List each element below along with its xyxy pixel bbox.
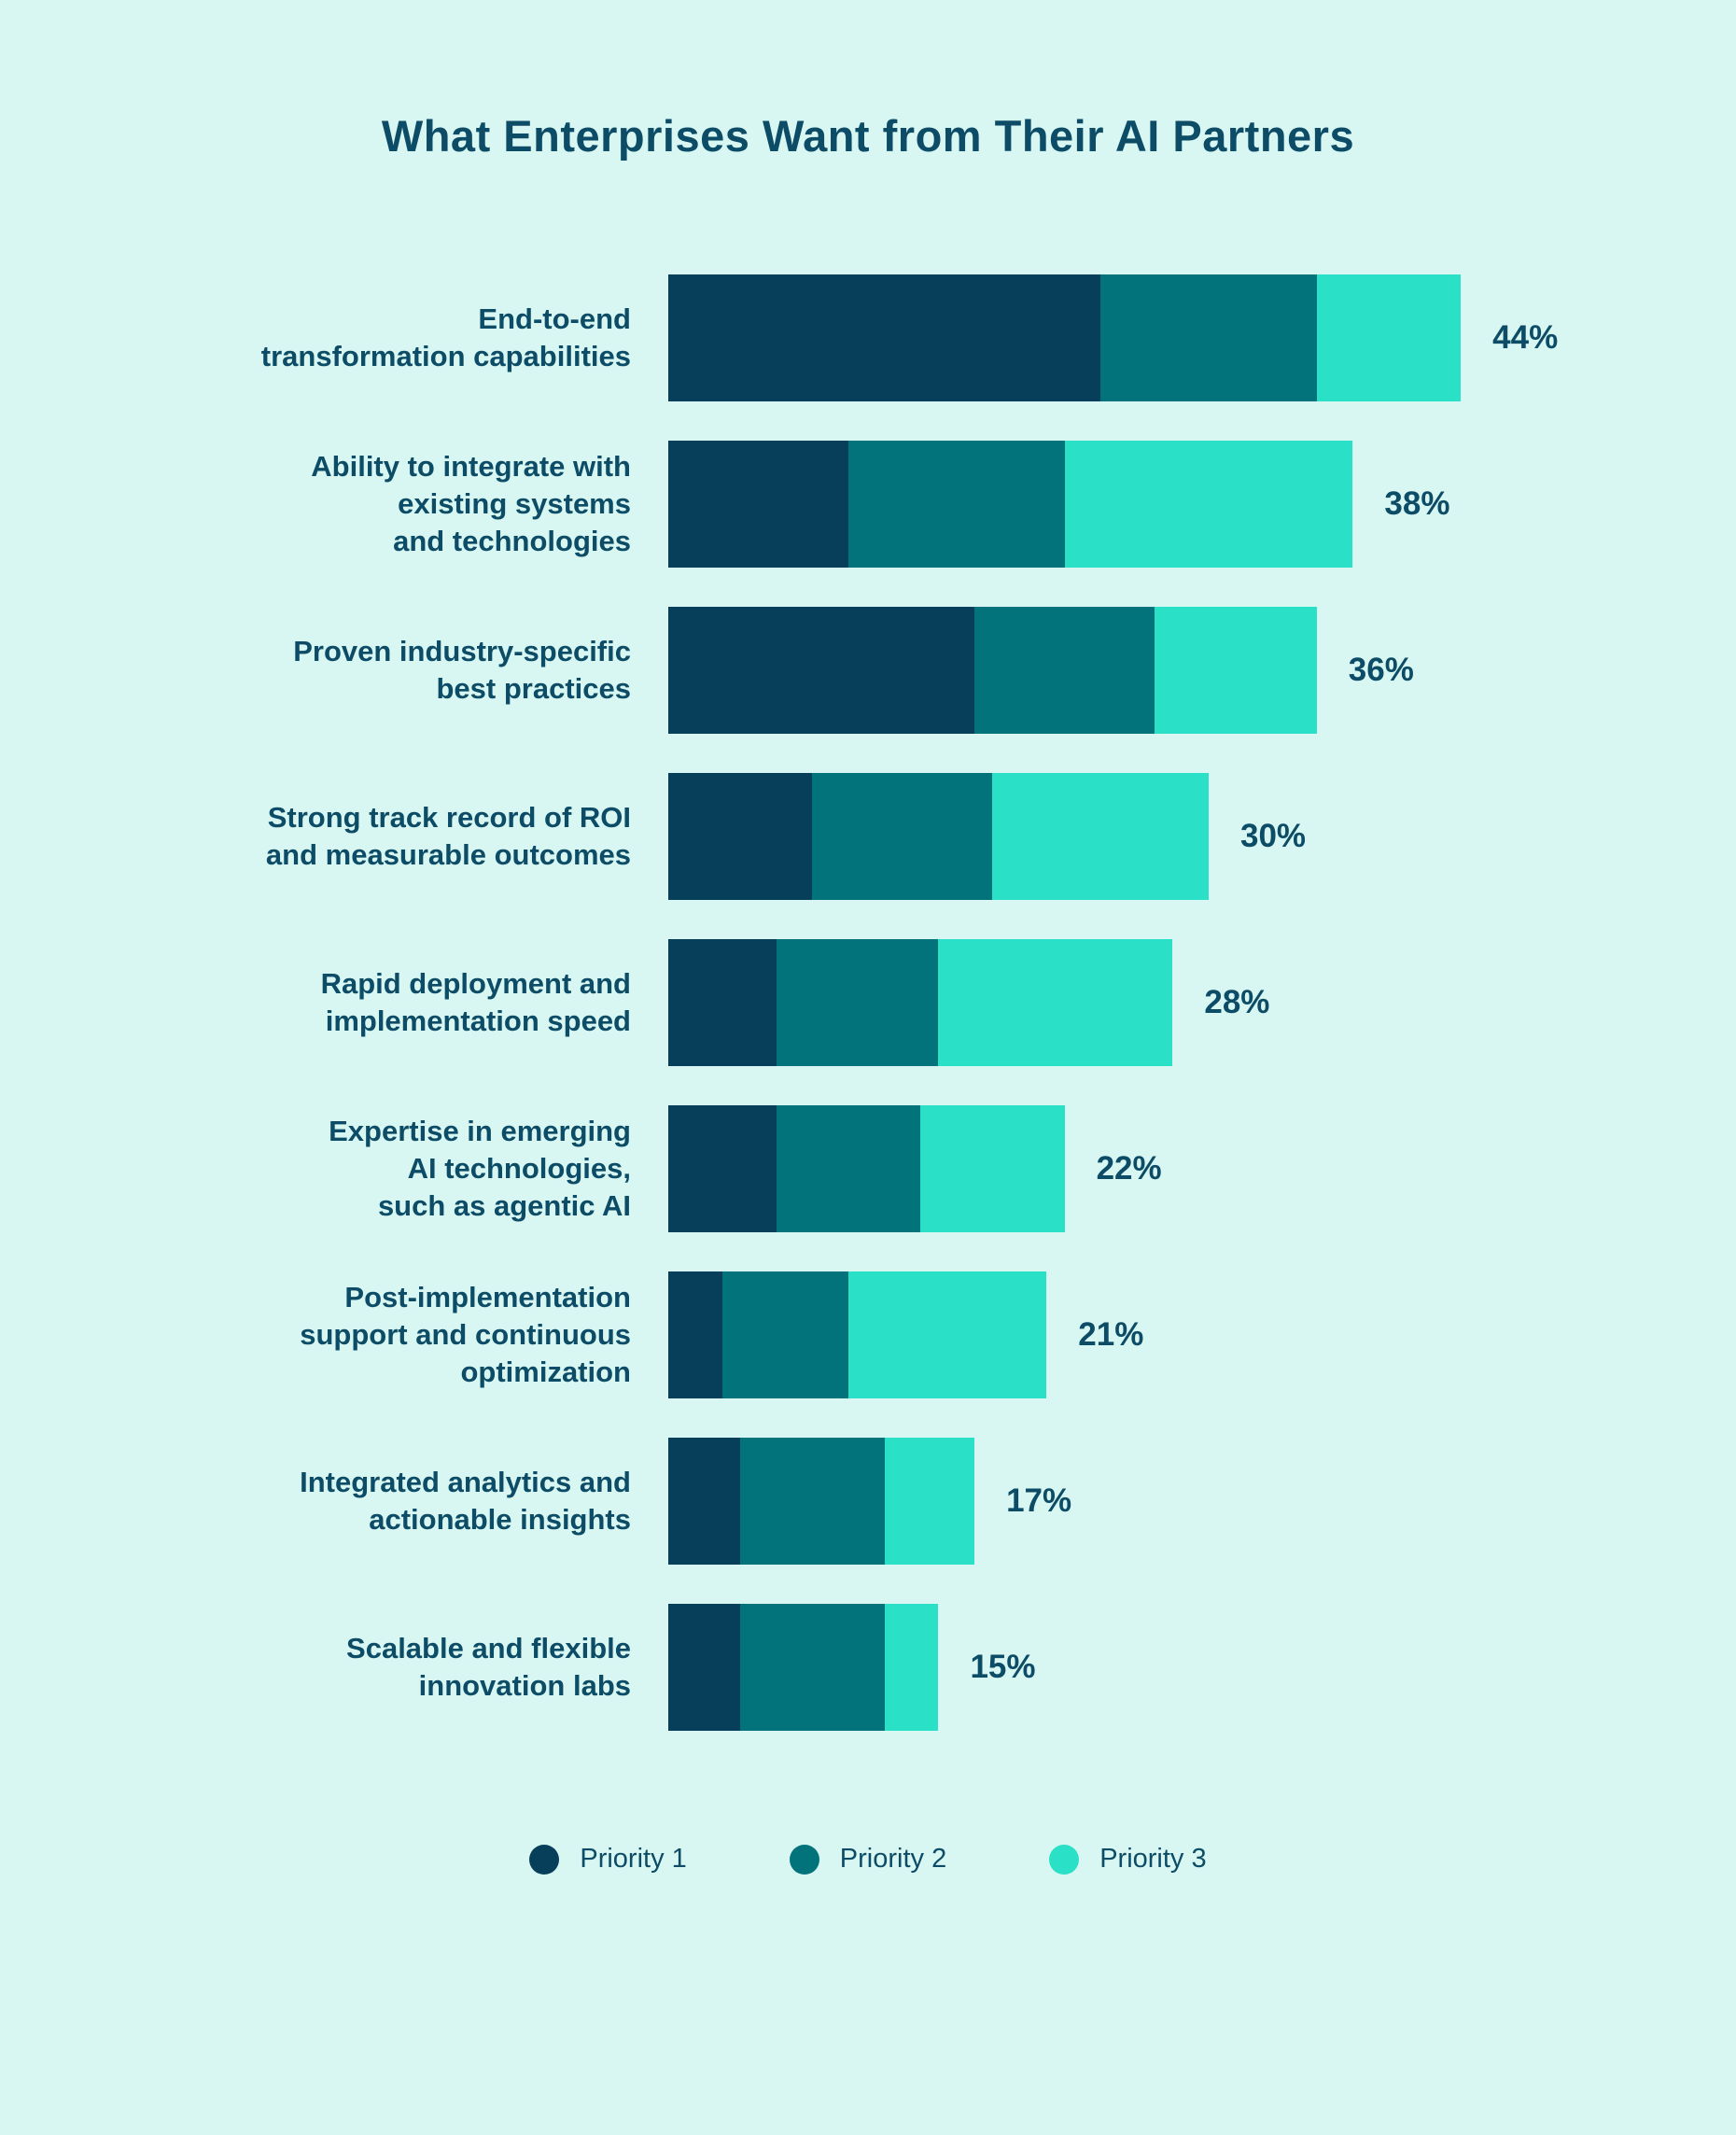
bar-row: Expertise in emerging AI technologies, s… [0, 1086, 1736, 1252]
bar-segment-priority-2 [812, 773, 993, 900]
bar-segment-priority-2 [740, 1438, 885, 1565]
stacked-bar [668, 939, 1173, 1066]
stacked-bar [668, 773, 1209, 900]
bar-segment-priority-2 [776, 1105, 921, 1232]
chart-rows: End-to-end transformation capabilities 44… [0, 255, 1736, 1750]
legend-label: Priority 3 [1099, 1844, 1207, 1874]
bar-segment-priority-3 [884, 1604, 939, 1731]
bar-segment-priority-2 [848, 441, 1065, 568]
bar-segment-priority-1 [668, 274, 1101, 401]
total-percentage-label: 30% [1239, 818, 1307, 854]
bar-segment-priority-3 [847, 1271, 1047, 1398]
stacked-bar [668, 1438, 975, 1565]
total-percentage-label: 15% [970, 1649, 1036, 1685]
bar-row: Strong track record of ROI and measurabl… [0, 753, 1736, 920]
bar-segment-priority-2 [776, 939, 939, 1066]
stacked-bar [668, 441, 1353, 568]
bar-row: Ability to integrate with existing syste… [0, 421, 1736, 587]
category-label: End-to-end transformation capabilities [260, 302, 631, 372]
total-percentage-label: 36% [1348, 652, 1414, 688]
bar-row: Scalable and flexible innovation labs 15% [0, 1584, 1736, 1750]
legend-label: Priority 2 [839, 1844, 947, 1874]
bar-row: Post-implementation support and continuo… [0, 1252, 1736, 1418]
priority-1-swatch-icon [529, 1844, 560, 1875]
priority-3-swatch-icon [1049, 1844, 1080, 1875]
bar-row: Proven industry-specific best practices 3… [0, 587, 1736, 753]
category-label: Expertise in emerging AI technologies, s… [329, 1115, 631, 1222]
stacked-bar [668, 274, 1462, 401]
bar-segment-priority-1 [668, 441, 848, 568]
legend-label: Priority 1 [580, 1844, 687, 1874]
bar-segment-priority-2 [1100, 274, 1317, 401]
bar-segment-priority-1 [668, 1604, 741, 1731]
category-label: Integrated analytics and actionable insi… [300, 1466, 631, 1536]
total-percentage-label: 17% [1006, 1482, 1072, 1519]
bar-segment-priority-1 [668, 939, 777, 1066]
category-label: Rapid deployment and implementation spee… [320, 967, 631, 1037]
stacked-bar [668, 1271, 1047, 1398]
stacked-bar [668, 607, 1317, 734]
bar-segment-priority-1 [668, 1271, 722, 1398]
legend-item-priority-1: Priority 1 [529, 1844, 687, 1875]
total-percentage-label: 28% [1204, 984, 1270, 1020]
category-label: Proven industry-specific best practices [293, 635, 631, 705]
bar-segment-priority-1 [668, 773, 813, 900]
legend-item-priority-2: Priority 2 [789, 1844, 947, 1875]
bar-segment-priority-3 [1316, 274, 1462, 401]
bar-segment-priority-1 [668, 607, 975, 734]
stacked-bar [668, 1604, 939, 1731]
stacked-bar [668, 1105, 1065, 1232]
bar-segment-priority-2 [740, 1604, 885, 1731]
category-label: Ability to integrate with existing syste… [311, 450, 631, 557]
page-title: What Enterprises Want from Their AI Part… [381, 111, 1355, 161]
bar-row: Integrated analytics and actionable insi… [0, 1418, 1736, 1584]
bar-row: Rapid deployment and implementation spee… [0, 920, 1736, 1086]
bar-segment-priority-3 [1064, 441, 1353, 568]
bar-segment-priority-2 [974, 607, 1155, 734]
bar-segment-priority-3 [992, 773, 1209, 900]
total-percentage-label: 44% [1492, 319, 1559, 356]
category-label: Scalable and flexible innovation labs [346, 1632, 631, 1702]
legend-item-priority-3: Priority 3 [1049, 1844, 1207, 1875]
priority-2-swatch-icon [789, 1844, 819, 1875]
total-percentage-label: 21% [1078, 1316, 1144, 1353]
category-label: Post-implementation support and continuo… [300, 1281, 631, 1388]
bar-segment-priority-2 [721, 1271, 848, 1398]
bar-segment-priority-3 [884, 1438, 975, 1565]
legend: Priority 1 Priority 2 Priority 3 [0, 1844, 1736, 1875]
total-percentage-label: 22% [1096, 1150, 1162, 1187]
category-label: Strong track record of ROI and measurabl… [265, 801, 631, 871]
bar-row: End-to-end transformation capabilities 44… [0, 255, 1736, 421]
bar-segment-priority-3 [920, 1105, 1065, 1232]
total-percentage-label: 38% [1384, 485, 1450, 522]
bar-segment-priority-3 [938, 939, 1173, 1066]
bar-segment-priority-3 [1155, 607, 1317, 734]
bar-segment-priority-1 [668, 1438, 741, 1565]
bar-segment-priority-1 [668, 1105, 777, 1232]
